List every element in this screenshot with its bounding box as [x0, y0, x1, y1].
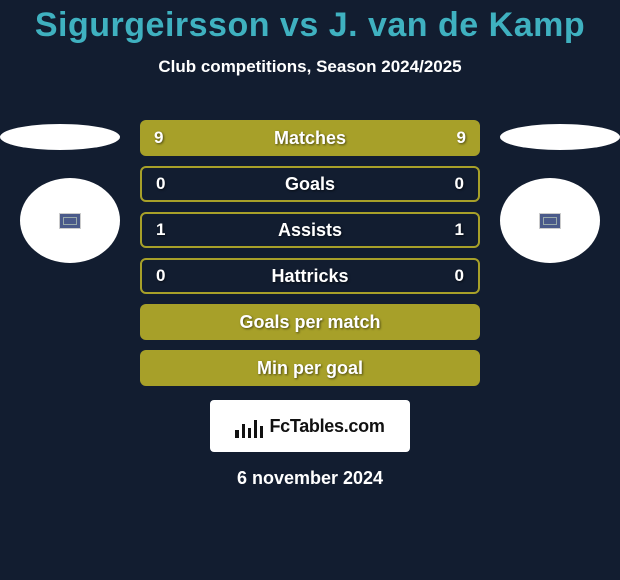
page-title: Sigurgeirsson vs J. van de Kamp [0, 0, 620, 45]
stat-label: Matches [140, 128, 480, 149]
stat-left-value: 0 [156, 266, 165, 286]
player-left-disc [20, 178, 120, 263]
player-right-ellipse [500, 124, 620, 150]
logo-text: FcTables.com [269, 416, 384, 437]
flag-icon [539, 213, 561, 229]
stat-label: Goals [142, 174, 478, 195]
player-left-ellipse [0, 124, 120, 150]
stat-left-value: 0 [156, 174, 165, 194]
stat-row-hattricks: 0Hattricks0 [140, 258, 480, 294]
stat-right-value: 0 [455, 266, 464, 286]
stat-row-goals-per-match: Goals per match [140, 304, 480, 340]
flag-icon [59, 213, 81, 229]
footer-date: 6 november 2024 [0, 468, 620, 489]
stat-label: Goals per match [140, 312, 480, 333]
stat-row-goals: 0Goals0 [140, 166, 480, 202]
stat-left-value: 9 [154, 128, 163, 148]
stat-label: Min per goal [140, 358, 480, 379]
barchart-icon [235, 414, 263, 438]
stat-right-value: 1 [455, 220, 464, 240]
stat-label: Assists [142, 220, 478, 241]
player-right-disc [500, 178, 600, 263]
subtitle: Club competitions, Season 2024/2025 [0, 57, 620, 77]
stat-row-matches: 9Matches9 [140, 120, 480, 156]
stat-right-value: 9 [457, 128, 466, 148]
stat-label: Hattricks [142, 266, 478, 287]
stat-left-value: 1 [156, 220, 165, 240]
stat-row-assists: 1Assists1 [140, 212, 480, 248]
comparison-bars: 9Matches90Goals01Assists10Hattricks0Goal… [140, 120, 480, 396]
stat-right-value: 0 [455, 174, 464, 194]
fctables-logo[interactable]: FcTables.com [210, 400, 410, 452]
stat-row-min-per-goal: Min per goal [140, 350, 480, 386]
